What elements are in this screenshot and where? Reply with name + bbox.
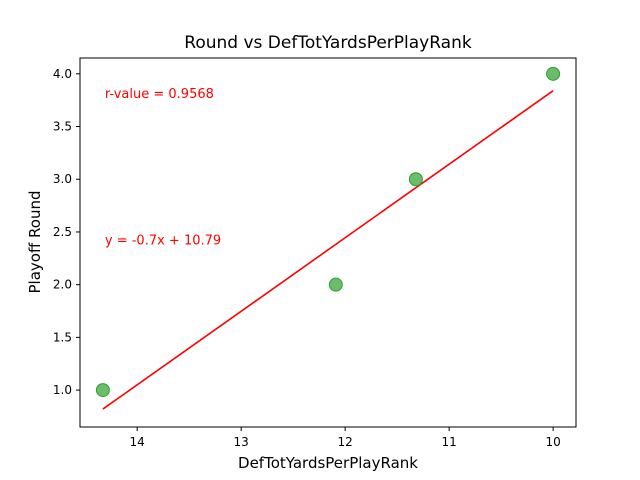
y-tick-label: 3.0	[53, 172, 72, 186]
y-axis-label: Playoff Round	[26, 190, 44, 293]
x-axis-label: DefTotYardsPerPlayRank	[238, 454, 418, 472]
data-point	[328, 277, 343, 292]
chart-title: Round vs DefTotYardsPerPlayRank	[184, 33, 472, 53]
y-tick-label: 3.5	[53, 120, 72, 134]
x-tick-label: 14	[130, 435, 145, 449]
y-tick-label: 1.5	[53, 330, 72, 344]
y-tick-label: 1.0	[53, 383, 72, 397]
axes-frame	[79, 57, 577, 428]
y-tick-label: 4.0	[53, 67, 72, 81]
annotation-text: r-value = 0.9568	[105, 87, 214, 102]
annotation-text: y = -0.7x + 10.79	[105, 233, 221, 248]
data-point	[546, 66, 561, 81]
x-tick-label: 11	[441, 435, 456, 449]
plot-area: r-value = 0.9568 y = -0.7x + 10.79	[95, 66, 561, 410]
y-tick-label: 2.5	[53, 225, 72, 239]
x-tick-label: 13	[234, 435, 249, 449]
x-tick-label: 12	[338, 435, 353, 449]
data-point	[95, 383, 110, 398]
data-point	[408, 172, 423, 187]
y-tick-label: 2.0	[53, 278, 72, 292]
regression-line	[102, 90, 554, 410]
x-tick-label: 10	[545, 435, 560, 449]
